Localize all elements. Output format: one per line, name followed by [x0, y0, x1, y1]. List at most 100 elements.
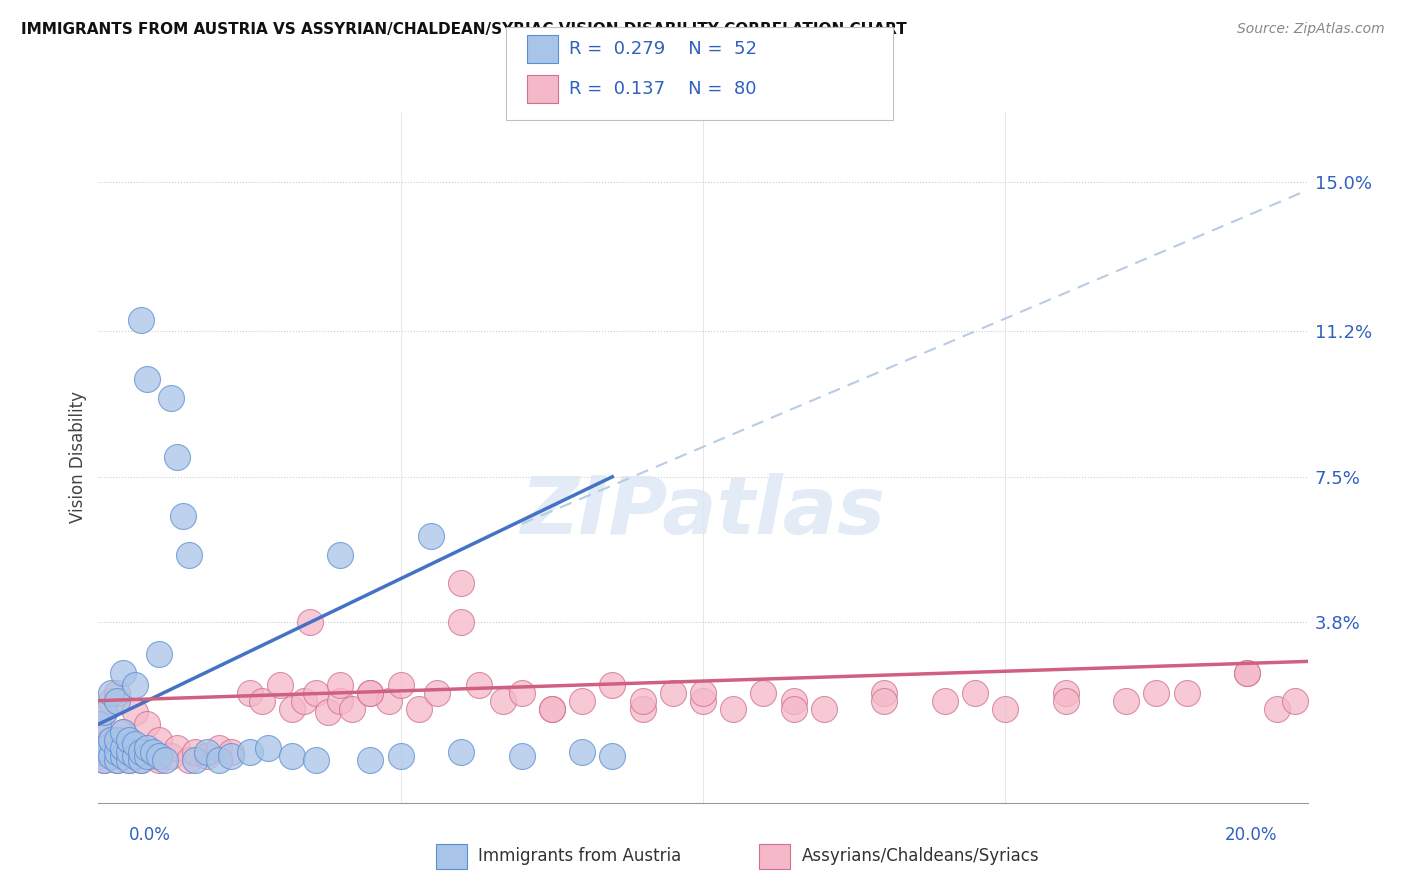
Point [118, 733, 141, 747]
Point [111, 748, 134, 763]
Point [179, 549, 201, 563]
Point [602, 748, 624, 763]
Point [360, 753, 382, 767]
Point [87, 745, 110, 759]
Point [93, 753, 115, 767]
Point [329, 678, 352, 692]
Point [389, 748, 412, 763]
Point [148, 748, 170, 763]
Point [450, 745, 472, 759]
Text: IMMIGRANTS FROM AUSTRIA VS ASSYRIAN/CHALDEAN/SYRIAC VISION DISABILITY CORRELATIO: IMMIGRANTS FROM AUSTRIA VS ASSYRIAN/CHAL… [21, 22, 907, 37]
Point [377, 694, 399, 708]
Point [540, 701, 562, 715]
Point [105, 753, 128, 767]
Point [93, 753, 115, 767]
Point [256, 740, 278, 755]
Point [281, 748, 304, 763]
Point [135, 745, 157, 759]
Point [118, 753, 141, 767]
Point [1175, 686, 1198, 700]
Point [93, 706, 115, 720]
Point [571, 694, 593, 708]
Point [602, 678, 624, 692]
Point [492, 694, 515, 708]
Point [329, 549, 352, 563]
Point [1284, 694, 1306, 708]
Point [360, 686, 382, 700]
Point [93, 737, 115, 751]
Point [208, 740, 231, 755]
Point [571, 745, 593, 759]
Point [239, 686, 262, 700]
Point [100, 694, 122, 708]
Point [166, 740, 188, 755]
Point [124, 678, 146, 692]
Point [1236, 666, 1258, 681]
Point [129, 312, 152, 326]
Point [100, 733, 122, 747]
Point [239, 745, 262, 759]
Text: Immigrants from Austria: Immigrants from Austria [478, 847, 682, 865]
Point [250, 694, 273, 708]
Text: R =  0.279    N =  52: R = 0.279 N = 52 [569, 40, 758, 58]
Point [105, 733, 128, 747]
Point [450, 615, 472, 629]
Point [221, 745, 243, 759]
Point [195, 748, 218, 763]
Point [160, 748, 183, 763]
Point [329, 694, 352, 708]
Point [221, 748, 243, 763]
Text: Assyrians/Chaldeans/Syriacs: Assyrians/Chaldeans/Syriacs [801, 847, 1039, 865]
Text: Source: ZipAtlas.com: Source: ZipAtlas.com [1237, 22, 1385, 37]
Point [166, 450, 188, 464]
Point [153, 753, 176, 767]
Text: 20.0%: 20.0% [1225, 826, 1278, 845]
Point [148, 733, 170, 747]
Point [468, 678, 491, 692]
Point [111, 740, 134, 755]
Point [661, 686, 683, 700]
Point [142, 745, 165, 759]
Point [111, 666, 134, 681]
Point [450, 575, 472, 590]
Point [510, 686, 533, 700]
Point [87, 748, 110, 763]
Point [142, 748, 165, 763]
Point [1236, 666, 1258, 681]
Point [172, 509, 194, 524]
Point [87, 725, 110, 739]
Point [105, 745, 128, 759]
Point [342, 701, 364, 715]
Point [269, 678, 291, 692]
Point [1054, 686, 1077, 700]
Point [389, 678, 412, 692]
Point [100, 748, 122, 763]
Point [100, 686, 122, 700]
Point [100, 733, 122, 747]
Point [135, 748, 157, 763]
Point [420, 529, 443, 543]
Point [1267, 701, 1289, 715]
Point [994, 701, 1017, 715]
Text: ZIPatlas: ZIPatlas [520, 474, 886, 551]
Point [118, 753, 141, 767]
Point [124, 706, 146, 720]
Point [305, 686, 328, 700]
Point [1144, 686, 1167, 700]
Point [148, 647, 170, 661]
Point [93, 706, 115, 720]
Point [111, 748, 134, 763]
Point [426, 686, 449, 700]
Point [510, 748, 533, 763]
Point [124, 748, 146, 763]
Point [87, 717, 110, 731]
Point [292, 694, 315, 708]
Point [111, 725, 134, 739]
Point [692, 686, 714, 700]
Point [184, 745, 207, 759]
Point [93, 740, 115, 755]
Point [105, 753, 128, 767]
Point [1115, 694, 1137, 708]
Point [408, 701, 430, 715]
Point [873, 686, 896, 700]
